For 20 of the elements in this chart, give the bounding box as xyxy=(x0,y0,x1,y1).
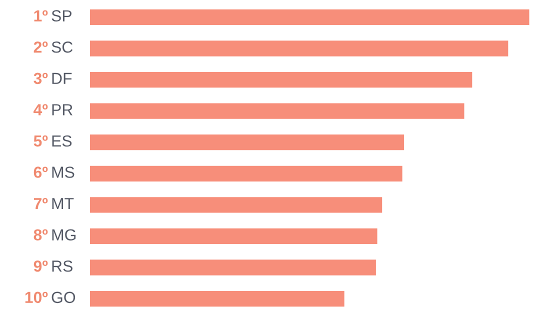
y-tick-label: 3º DF xyxy=(34,72,72,84)
bar xyxy=(90,72,472,88)
bar xyxy=(90,40,508,56)
bar xyxy=(90,228,378,244)
y-tick-label: 10º GO xyxy=(25,292,76,304)
y-tick-label: 2º SC xyxy=(34,41,73,53)
bar xyxy=(90,197,382,213)
y-tick-label: 4º PR xyxy=(34,104,72,116)
bar xyxy=(90,290,344,307)
bar xyxy=(90,103,464,119)
y-tick-label: 7º MT xyxy=(34,198,74,210)
bar xyxy=(90,134,404,150)
y-tick-label: 5º ES xyxy=(34,135,72,147)
y-tick-label: 6º MS xyxy=(34,166,74,178)
bar xyxy=(90,260,376,276)
y-tick-label: 8º MG xyxy=(34,229,76,241)
y-tick-label: 1º SP xyxy=(34,10,72,22)
y-tick-label: 9º RS xyxy=(34,260,72,272)
bar xyxy=(90,166,402,182)
bar xyxy=(90,9,530,26)
